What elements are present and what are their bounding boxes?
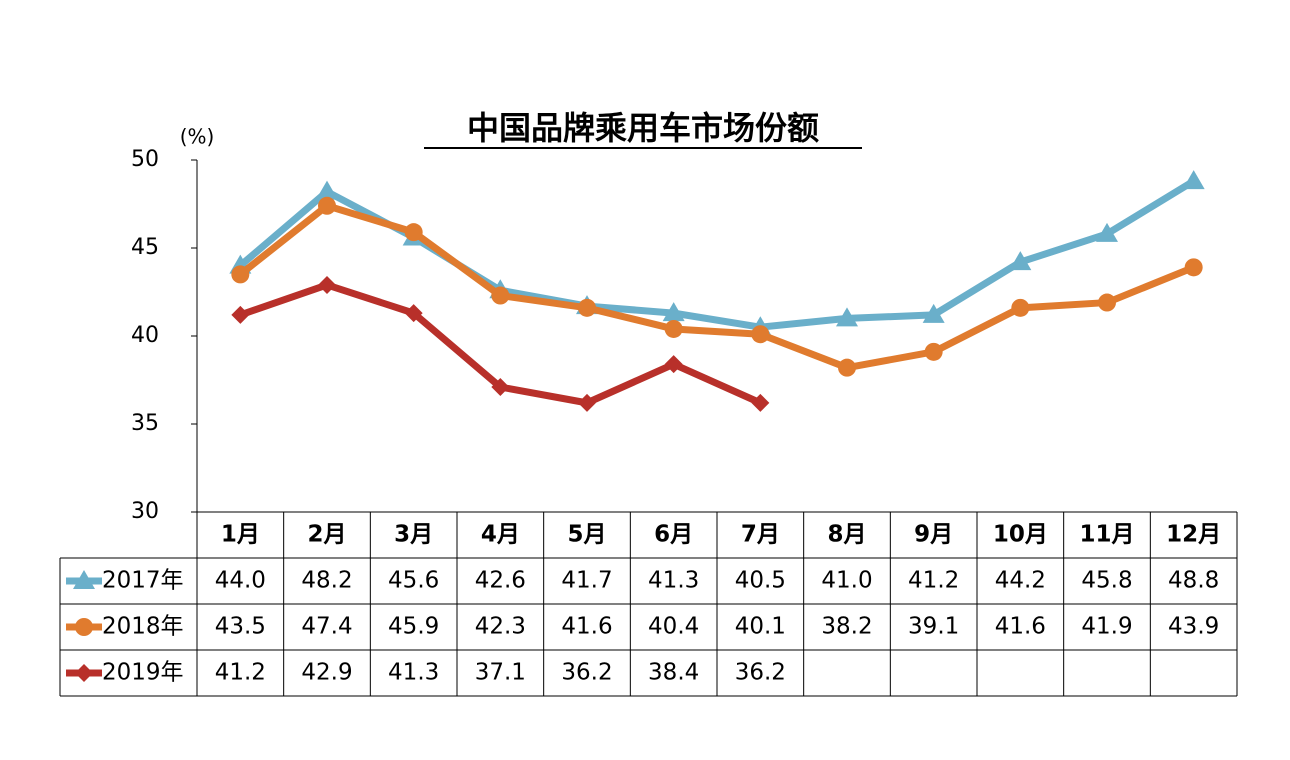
table-value: 44.2	[995, 568, 1046, 594]
y-tick-label: 40	[131, 323, 159, 348]
table-value: 42.3	[475, 614, 526, 640]
x-tick-label: 10月	[993, 522, 1048, 548]
x-tick-label: 8月	[827, 522, 866, 548]
marker	[1009, 251, 1032, 271]
x-tick-label: 6月	[654, 522, 693, 548]
table-value: 39.1	[908, 614, 959, 640]
legend-label: 2018年	[102, 614, 184, 640]
marker	[664, 355, 683, 374]
marker	[1011, 298, 1030, 317]
table-value: 47.4	[301, 614, 352, 640]
y-tick-label: 45	[131, 235, 159, 260]
table-value: 41.6	[561, 614, 612, 640]
table-value: 41.3	[388, 660, 439, 686]
marker	[231, 305, 250, 324]
legend-label: 2017年	[102, 568, 184, 594]
marker	[664, 319, 683, 338]
x-tick-label: 12月	[1166, 522, 1221, 548]
table-value: 42.9	[301, 660, 352, 686]
table-value: 41.9	[1081, 614, 1132, 640]
x-tick-label: 11月	[1079, 522, 1134, 548]
table-value: 42.6	[475, 568, 526, 594]
marker	[316, 180, 338, 200]
table-value: 38.4	[648, 660, 699, 686]
marker	[75, 618, 93, 636]
marker	[404, 223, 423, 242]
marker	[318, 196, 336, 215]
marker	[75, 664, 93, 682]
table-value: 40.1	[735, 614, 786, 640]
table-value: 40.4	[648, 614, 699, 640]
legend-label: 2019年	[102, 660, 184, 686]
table-value: 37.1	[475, 660, 526, 686]
x-tick-label: 2月	[307, 522, 346, 548]
marker	[231, 265, 250, 284]
table-value: 41.0	[821, 568, 872, 594]
y-tick-label: 30	[131, 499, 159, 524]
table-value: 41.7	[561, 568, 612, 594]
marker	[318, 275, 336, 294]
marker	[662, 302, 685, 322]
x-tick-label: 3月	[394, 522, 433, 548]
table-value: 41.6	[995, 614, 1046, 640]
table-value: 45.8	[1081, 568, 1132, 594]
marker	[491, 378, 510, 397]
y-unit: (%)	[180, 125, 215, 149]
marker	[1096, 222, 1118, 242]
x-tick-label: 7月	[741, 522, 780, 548]
table-value: 44.0	[215, 568, 266, 594]
table-value: 45.6	[388, 568, 439, 594]
marker	[1182, 170, 1205, 190]
marker	[751, 393, 770, 412]
table-value: 38.2	[821, 614, 872, 640]
marker	[1098, 293, 1116, 312]
table-value: 40.5	[735, 568, 786, 594]
table-value: 48.2	[301, 568, 352, 594]
x-tick-label: 1月	[221, 522, 260, 548]
y-tick-label: 50	[131, 147, 159, 172]
marker	[751, 325, 770, 344]
marker	[1184, 258, 1203, 277]
table-value: 45.9	[388, 614, 439, 640]
marker	[836, 307, 858, 327]
table-value: 48.8	[1168, 568, 1219, 594]
table-value: 36.2	[735, 660, 786, 686]
x-tick-label: 9月	[914, 522, 953, 548]
marker	[924, 342, 943, 361]
table-value: 41.2	[908, 568, 959, 594]
table-value: 43.9	[1168, 614, 1219, 640]
marker	[838, 358, 856, 377]
table-value: 41.2	[215, 660, 266, 686]
table-value: 43.5	[215, 614, 266, 640]
marker	[73, 570, 95, 589]
marker	[922, 303, 945, 323]
series-line	[238, 202, 1195, 372]
marker	[578, 298, 596, 317]
marker	[404, 304, 423, 323]
y-tick-label: 35	[131, 411, 159, 436]
marker	[578, 393, 596, 412]
table-value: 36.2	[561, 660, 612, 686]
x-tick-label: 4月	[481, 522, 520, 548]
x-tick-label: 5月	[567, 522, 606, 548]
chart-title: 中国品牌乘用车市场份额	[467, 109, 819, 147]
marker	[491, 286, 510, 305]
table-value: 41.3	[648, 568, 699, 594]
